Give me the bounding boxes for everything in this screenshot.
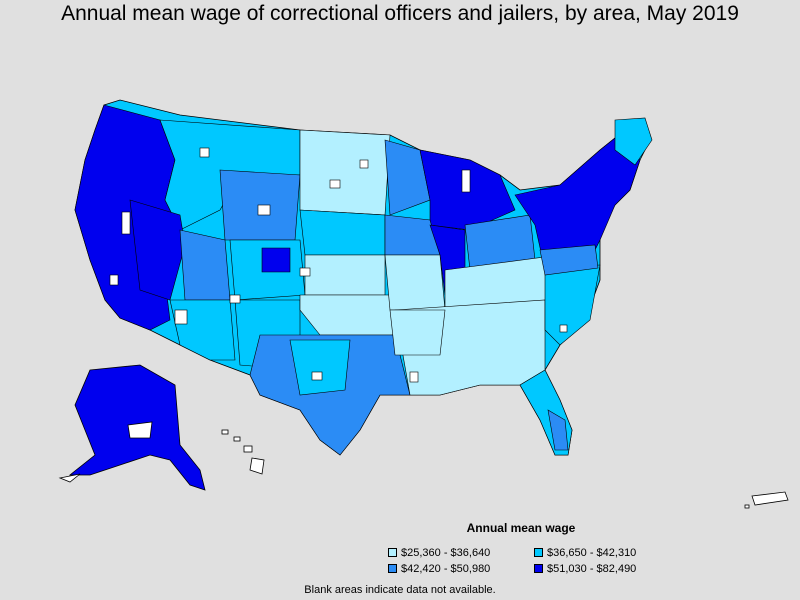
legend-item-4: $51,030 - $82,490 (534, 562, 654, 575)
region-texas-west (289, 339, 351, 396)
legend: $25,360 - $36,640 $36,650 - $42,310 $42,… (388, 546, 654, 575)
legend-item-2: $36,650 - $42,310 (534, 546, 654, 559)
data-availability-note: Blank areas indicate data not available. (304, 584, 496, 596)
region-nevada (129, 199, 186, 301)
legend-swatch-4 (534, 564, 543, 573)
legend-item-1: $25,360 - $36,640 (388, 546, 534, 559)
legend-label-3: $42,420 - $50,980 (401, 562, 491, 575)
region-denver (261, 247, 291, 273)
region-south-florida (547, 409, 569, 451)
alaska (58, 364, 206, 491)
puerto-rico (744, 491, 789, 509)
map-title: Annual mean wage of correctional officer… (61, 2, 739, 25)
legend-label-4: $51,030 - $82,490 (547, 562, 637, 575)
region-virginia (539, 244, 599, 276)
hawaii (221, 429, 265, 475)
region-kansas (304, 254, 386, 296)
no-data-areas (109, 147, 568, 383)
region-carolinas (544, 264, 601, 346)
region-maine (614, 117, 653, 166)
region-utah (179, 229, 231, 301)
legend-label-1: $25,360 - $36,640 (401, 546, 491, 559)
region-texas (249, 334, 411, 456)
legend-swatch-2 (534, 548, 543, 557)
legend-item-3: $42,420 - $50,980 (388, 562, 534, 575)
legend-label-2: $36,650 - $42,310 (547, 546, 637, 559)
legend-swatch-1 (388, 548, 397, 557)
region-nebraska (299, 209, 386, 256)
region-arizona (169, 299, 236, 361)
region-missouri (384, 254, 446, 311)
region-dakotas (299, 129, 391, 216)
legend-title: Annual mean wage (466, 521, 576, 535)
region-arkansas (389, 309, 446, 356)
legend-swatch-3 (388, 564, 397, 573)
